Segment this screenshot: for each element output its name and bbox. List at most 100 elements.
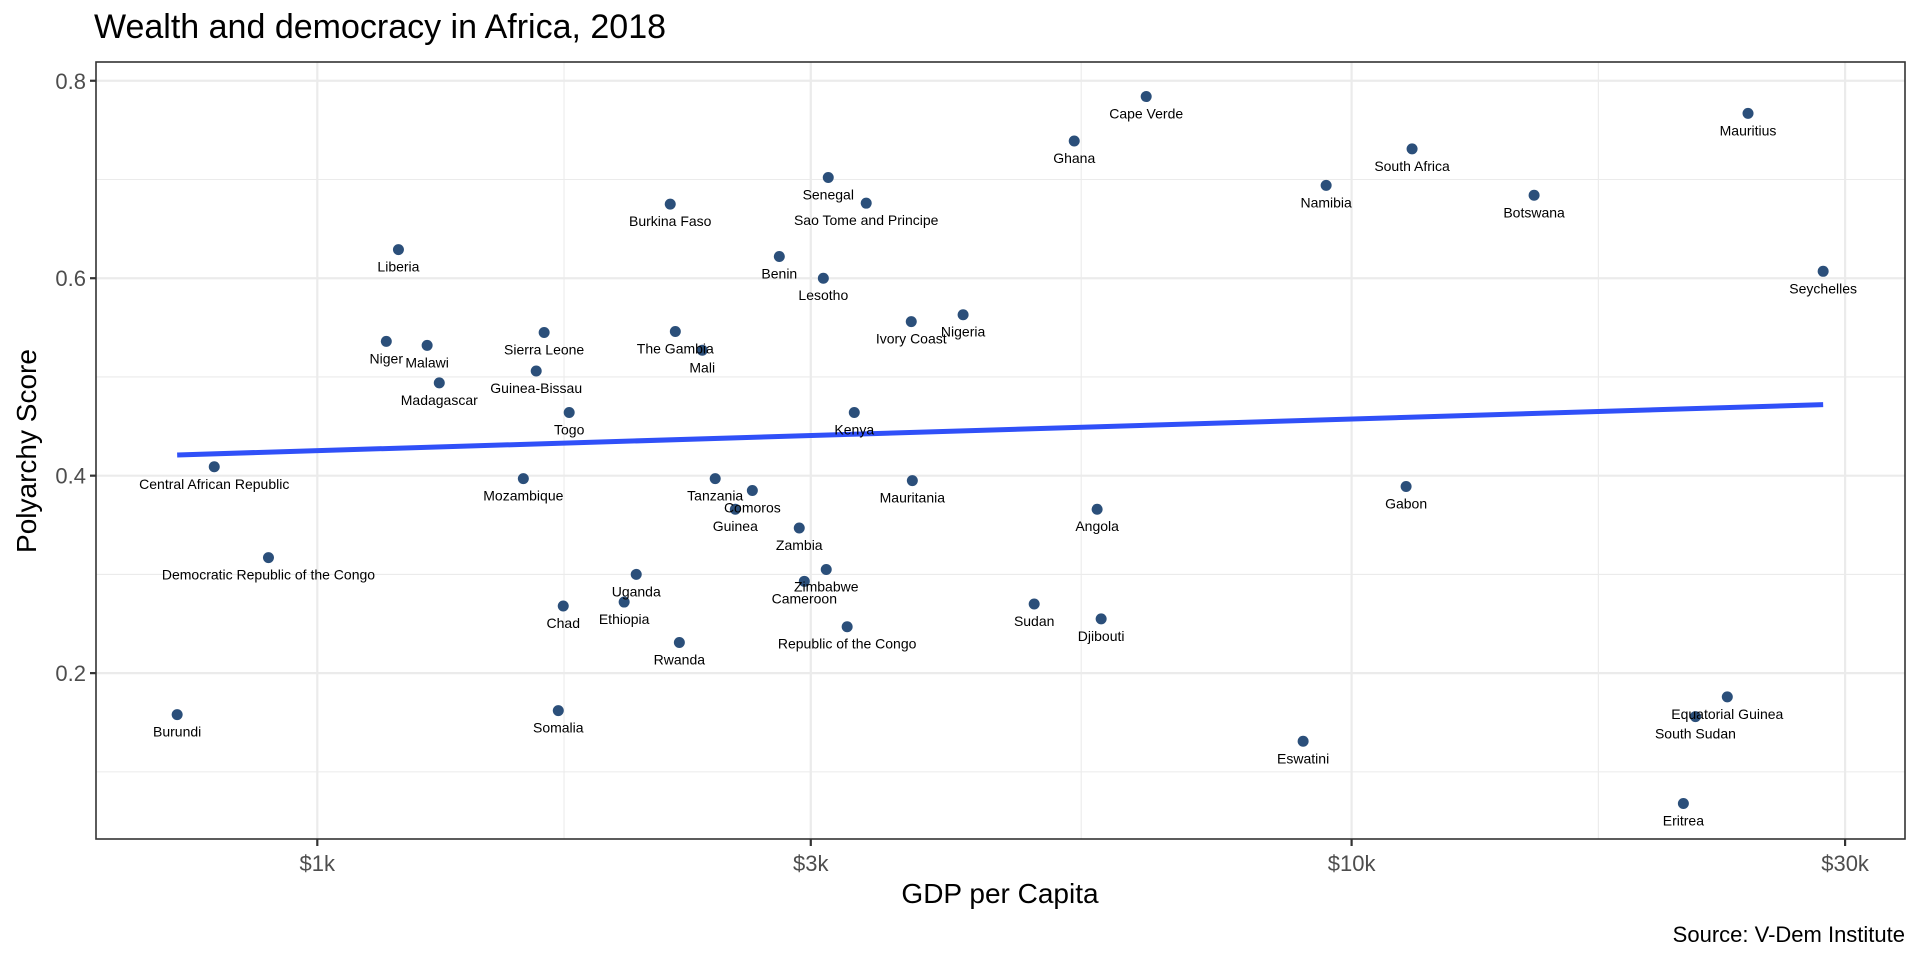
- data-point[interactable]: [1095, 613, 1107, 625]
- point-label: Zambia: [776, 537, 823, 553]
- point-label: Togo: [554, 421, 585, 437]
- data-point[interactable]: [1140, 91, 1152, 103]
- point-label: Liberia: [377, 259, 419, 275]
- source-caption: Source: V-Dem Institute: [1673, 922, 1905, 947]
- point-label: Sudan: [1014, 613, 1054, 629]
- point-label: Central African Republic: [139, 476, 289, 492]
- data-point[interactable]: [392, 244, 404, 256]
- data-point[interactable]: [1068, 135, 1080, 147]
- data-point[interactable]: [860, 197, 872, 209]
- point-label: Cameroon: [772, 590, 837, 606]
- data-point[interactable]: [1817, 265, 1829, 277]
- point-label: Sierra Leone: [504, 342, 584, 358]
- data-point[interactable]: [552, 705, 564, 717]
- data-point[interactable]: [380, 335, 392, 347]
- point-label: Nigeria: [941, 324, 986, 340]
- data-point[interactable]: [1320, 179, 1332, 191]
- point-label: Sao Tome and Principe: [794, 212, 939, 228]
- point-label: Burundi: [153, 724, 201, 740]
- x-tick-label: $10k: [1328, 851, 1377, 876]
- data-point[interactable]: [563, 406, 575, 418]
- data-point[interactable]: [669, 326, 681, 338]
- point-label: Mauritania: [880, 490, 946, 506]
- point-label: Eritrea: [1663, 812, 1704, 828]
- data-point[interactable]: [1742, 107, 1754, 119]
- data-point[interactable]: [421, 339, 433, 351]
- data-point[interactable]: [1028, 598, 1040, 610]
- point-label: Niger: [370, 350, 404, 366]
- data-point[interactable]: [709, 473, 721, 485]
- data-point[interactable]: [1677, 797, 1689, 809]
- point-label: Madagascar: [401, 392, 478, 408]
- point-label: Namibia: [1300, 194, 1352, 210]
- y-tick-label: 0.4: [55, 464, 86, 489]
- data-point[interactable]: [841, 621, 853, 633]
- axis-layer: 0.2 0.4 0.6 0.8 $1k $3k $10k $30k: [55, 69, 1870, 876]
- trend-line: [177, 402, 1824, 458]
- data-point[interactable]: [957, 309, 969, 321]
- point-label: Lesotho: [798, 287, 848, 303]
- data-point[interactable]: [848, 406, 860, 418]
- data-point[interactable]: [538, 327, 550, 339]
- x-tick-label: $30k: [1821, 851, 1870, 876]
- point-label: Ivory Coast: [876, 331, 947, 347]
- data-point[interactable]: [630, 568, 642, 580]
- data-point[interactable]: [820, 563, 832, 575]
- point-label: Mali: [689, 359, 715, 375]
- data-point[interactable]: [1721, 691, 1733, 703]
- y-tick-label: 0.6: [55, 266, 86, 291]
- data-point[interactable]: [1406, 143, 1418, 155]
- data-point[interactable]: [171, 709, 183, 721]
- x-tick-label: $3k: [793, 851, 829, 876]
- point-label: Chad: [547, 615, 580, 631]
- data-point[interactable]: [817, 272, 829, 284]
- data-point[interactable]: [557, 600, 569, 612]
- point-label: Burkina Faso: [629, 213, 712, 229]
- data-point[interactable]: [1528, 189, 1540, 201]
- data-point[interactable]: [517, 473, 529, 485]
- point-label: Guinea: [713, 518, 758, 534]
- point-label: South Sudan: [1655, 726, 1736, 742]
- plot-panel-border: [95, 61, 1906, 840]
- x-axis-title: GDP per Capita: [901, 878, 1099, 909]
- data-point[interactable]: [773, 250, 785, 262]
- point-label: Angola: [1075, 518, 1119, 534]
- point-label: Senegal: [803, 187, 854, 203]
- data-point[interactable]: [673, 637, 685, 649]
- point-label: Seychelles: [1789, 280, 1857, 296]
- point-label: Somalia: [533, 720, 584, 736]
- point-label: Uganda: [612, 583, 661, 599]
- point-label: Benin: [761, 265, 797, 281]
- point-label: Guinea-Bissau: [490, 380, 582, 396]
- data-point[interactable]: [822, 172, 834, 184]
- data-point[interactable]: [618, 596, 630, 608]
- data-point[interactable]: [1091, 503, 1103, 515]
- data-point[interactable]: [696, 344, 708, 356]
- data-point[interactable]: [798, 575, 810, 587]
- data-point[interactable]: [262, 552, 274, 564]
- data-point[interactable]: [746, 484, 758, 496]
- y-tick-label: 0.2: [55, 661, 86, 686]
- data-point[interactable]: [664, 198, 676, 210]
- data-point[interactable]: [1297, 735, 1309, 747]
- point-label: Kenya: [834, 421, 874, 437]
- point-label: Zimbabwe: [794, 578, 859, 594]
- data-point[interactable]: [530, 365, 542, 377]
- data-point[interactable]: [729, 503, 741, 515]
- point-label: South Africa: [1374, 158, 1450, 174]
- data-point[interactable]: [905, 316, 917, 328]
- chart-title: Wealth and democracy in Africa, 2018: [94, 8, 666, 46]
- point-label: Mozambique: [483, 488, 563, 504]
- point-label: The Gambia: [637, 341, 714, 357]
- data-point[interactable]: [793, 522, 805, 534]
- labels-layer: Burundi Central African Republic Democrati…: [139, 106, 1857, 829]
- point-label: Malawi: [405, 354, 449, 370]
- point-label: Equatorial Guinea: [1671, 706, 1783, 722]
- data-point[interactable]: [906, 475, 918, 487]
- point-label: Democratic Republic of the Congo: [162, 567, 375, 583]
- data-point[interactable]: [1400, 481, 1412, 493]
- data-point[interactable]: [1689, 711, 1701, 723]
- data-point[interactable]: [433, 377, 445, 389]
- data-point[interactable]: [208, 461, 220, 473]
